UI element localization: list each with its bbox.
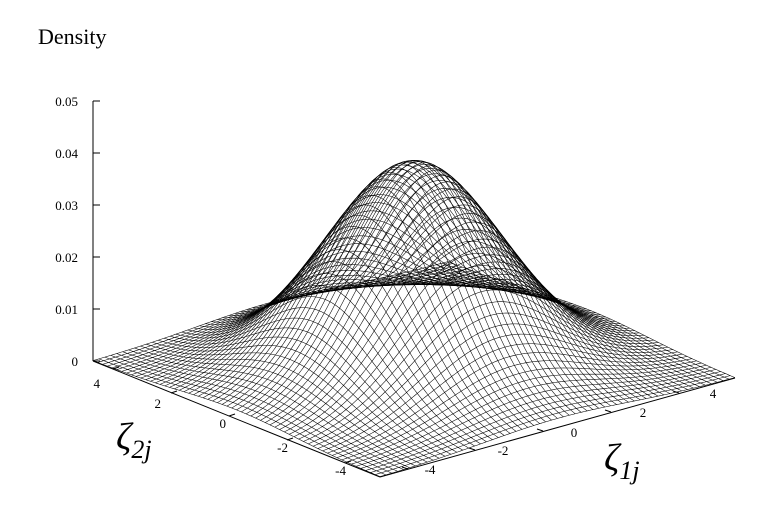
y-tick-label: 2 [155,396,162,411]
surface-line-y [379,377,736,477]
surface-line-y [193,194,549,395]
surface-line-y [341,360,697,461]
z-tick-label: 0.02 [55,250,78,265]
surface-line-y [164,243,520,387]
surface-line-x [229,204,517,432]
x-tick-0: 0 [536,425,578,440]
x-axis-base-edge [379,377,736,478]
y-axis-label-base: ζ [116,416,134,458]
y-tick-0: 0 [220,413,236,431]
surface-line-y [102,265,458,365]
surface-line-y [250,173,606,417]
x-axis-ticks: -4 -2 0 2 4 [401,386,717,477]
surface-line-y [231,160,587,409]
surface-line-y [217,164,573,403]
surface-line-y [131,275,487,376]
surface-line-y [288,253,645,435]
surface-line-y [351,364,707,465]
z-tick-1: 0.01 [55,302,100,317]
surface-line-y [140,275,496,379]
surface-line-y [327,343,683,454]
y-axis-base-edge [92,360,381,478]
z-axis-ticks: 0 0.01 0.02 0.03 0.04 0.05 [55,94,100,369]
z-tick-2: 0.02 [55,250,100,265]
y-tick-label: -2 [277,440,288,455]
y-tick-4: 4 [94,366,120,391]
y-tick-label: -4 [335,463,346,478]
z-tick-label: 0.03 [55,198,78,213]
surface-line-y [355,367,712,467]
surface-line-y [298,277,654,440]
surface-line-y [212,168,568,402]
x-tick-label: -2 [498,443,509,458]
y-tick-m4: -4 [335,460,352,478]
x-axis-label-sub: 1j [619,456,639,485]
z-tick-label: 0.04 [55,146,78,161]
z-tick-label: 0 [72,354,79,369]
z-tick-label: 0.05 [55,94,78,109]
x-tick-label: 4 [710,386,717,401]
surface-line-y [188,202,544,394]
x-tick-label: 0 [571,425,578,440]
surface-line-y [293,265,649,437]
surface-line-x [412,270,700,387]
surface-line-y [245,168,602,415]
surface-line-y [365,371,721,471]
surface-line-y [198,186,554,397]
x-axis-label-base: ζ [604,437,622,479]
surface-line-x [187,284,475,447]
y-axis-label: ζ2j [116,416,152,464]
surface-line-y [279,229,635,430]
surface-line-y [174,227,530,390]
surface-line-y [222,161,578,405]
surface-line-y [236,161,592,411]
surface-line-y [317,323,673,449]
surface-line-y [145,270,501,380]
surface-line-y [126,273,482,374]
x-tick-2: 2 [604,405,647,420]
surface-line-y [312,312,669,447]
surface-line-y [207,173,563,400]
surface-line-y [107,266,463,367]
y-tick-label: 0 [220,416,227,431]
x-tick-label: 2 [640,405,647,420]
surface-line-y [375,375,731,475]
surface-line-y [346,362,702,463]
surface-line-y [178,218,535,391]
surface-line-y [226,160,582,407]
surface-line-y [97,263,453,363]
y-axis-ticks: 4 2 0 -2 -4 [94,366,352,478]
surface-line-y [202,180,559,399]
surface-line-x [329,204,617,405]
surface-line-y [308,301,664,445]
surface-line-x [317,188,605,408]
surface-line-y [322,333,678,452]
z-tick-label: 0.01 [55,302,78,317]
chart-title: Density [38,24,106,49]
x-tick-label: -4 [425,462,436,477]
surface-line-y [360,369,716,469]
x-axis-label: ζ1j [604,437,640,485]
y-axis-label-sub: 2j [131,435,151,464]
density-surface-mesh [92,160,736,477]
surface-line-y [183,210,539,393]
surface-line-y [370,373,726,473]
z-tick-5: 0.05 [55,94,100,109]
z-tick-4: 0.04 [55,146,100,161]
y-tick-label: 4 [94,376,101,391]
z-tick-3: 0.03 [55,198,100,213]
x-tick-m2: -2 [468,443,509,458]
surface-line-y [92,261,449,361]
surface-line-y [332,352,688,456]
surface-line-y [135,277,492,377]
surface-line-y [303,289,659,442]
surface-line-x [110,355,398,472]
y-tick-2: 2 [155,390,178,411]
surface-line-y [169,235,525,388]
y-tick-m2: -2 [277,437,294,455]
surface-line-y [336,358,693,458]
surface-line-y [274,217,630,428]
